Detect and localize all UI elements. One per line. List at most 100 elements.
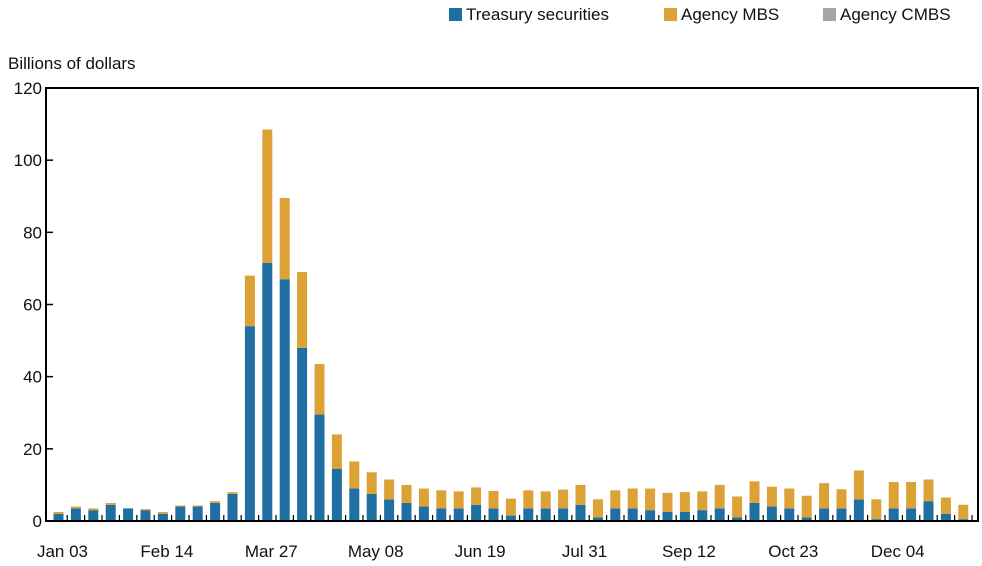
bar-segment-agency-mbs bbox=[923, 479, 934, 502]
bar-segment-treasury-securities bbox=[227, 493, 238, 521]
bar-segment-agency-mbs bbox=[366, 472, 377, 494]
x-tick-label: Jun 19 bbox=[455, 542, 506, 561]
bar-segment-agency-mbs bbox=[88, 508, 99, 511]
bar-segment-treasury-securities bbox=[157, 513, 168, 521]
bar-segment-agency-mbs bbox=[505, 498, 516, 516]
bar-segment-treasury-securities bbox=[679, 511, 690, 521]
bar-segment-treasury-securities bbox=[940, 513, 951, 521]
y-tick-label: 80 bbox=[23, 223, 42, 242]
bar-segment-treasury-securities bbox=[749, 502, 760, 521]
bar-segment-treasury-securities bbox=[714, 508, 725, 521]
bar-segment-agency-mbs bbox=[192, 505, 203, 507]
x-tick-label: Feb 14 bbox=[140, 542, 193, 561]
bar-segment-agency-mbs bbox=[540, 491, 551, 509]
bar-segment-agency-mbs bbox=[906, 482, 917, 509]
bar-segment-agency-mbs bbox=[784, 488, 795, 509]
bar-segment-agency-mbs bbox=[105, 502, 116, 505]
bar-segment-agency-mbs bbox=[53, 511, 64, 514]
bar-segment-treasury-securities bbox=[784, 508, 795, 521]
bar-segment-agency-mbs bbox=[297, 272, 308, 348]
bar-segment-agency-mbs bbox=[349, 461, 360, 489]
bar-segment-agency-mbs bbox=[766, 486, 777, 507]
bar-segment-treasury-securities bbox=[558, 508, 569, 521]
legend: Treasury securities Agency MBS Agency CM… bbox=[449, 5, 951, 24]
bar-segment-treasury-securities bbox=[349, 488, 360, 521]
bar-segment-treasury-securities bbox=[575, 504, 586, 521]
bar-segment-agency-mbs bbox=[749, 481, 760, 503]
bar-segment-treasury-securities bbox=[662, 511, 673, 521]
y-tick-label: 60 bbox=[23, 296, 42, 315]
bar-segment-treasury-securities bbox=[314, 414, 325, 521]
bar-segment-treasury-securities bbox=[105, 504, 116, 521]
x-tick-label: Mar 27 bbox=[245, 542, 298, 561]
bar-segment-agency-mbs bbox=[471, 487, 482, 505]
bar-segment-treasury-securities bbox=[297, 347, 308, 521]
bar-segment-agency-mbs bbox=[279, 198, 290, 280]
bar-segment-treasury-securities bbox=[505, 515, 516, 521]
bar-segment-agency-mbs bbox=[819, 483, 830, 509]
bar-segment-treasury-securities bbox=[453, 508, 464, 521]
plot-frame bbox=[45, 87, 979, 522]
bar-segment-agency-mbs bbox=[627, 488, 638, 509]
bar-segment-treasury-securities bbox=[906, 508, 917, 521]
bar-segment-treasury-securities bbox=[627, 508, 638, 521]
bar-segment-agency-mbs bbox=[401, 484, 412, 503]
bar-segment-agency-mbs bbox=[592, 499, 603, 518]
bar-segment-agency-mbs bbox=[888, 482, 899, 509]
bar-segment-treasury-securities bbox=[471, 504, 482, 521]
y-tick-label: 0 bbox=[33, 512, 42, 531]
bar-segment-agency-mbs bbox=[175, 505, 186, 507]
bar-segment-treasury-securities bbox=[923, 501, 934, 521]
bar-segment-treasury-securities bbox=[645, 510, 656, 521]
bar-segment-agency-mbs bbox=[436, 490, 447, 509]
bar-segment-treasury-securities bbox=[488, 508, 499, 521]
bar-segment-agency-mbs bbox=[314, 364, 325, 415]
x-tick-label: Sep 12 bbox=[662, 542, 716, 561]
bar-segment-treasury-securities bbox=[836, 508, 847, 521]
x-tick-label: May 08 bbox=[348, 542, 404, 561]
bar-segment-treasury-securities bbox=[610, 508, 621, 521]
bar-segment-treasury-securities bbox=[853, 499, 864, 521]
bar-segment-agency-mbs bbox=[662, 492, 673, 512]
bar-segment-treasury-securities bbox=[175, 506, 186, 521]
bar-segment-agency-mbs bbox=[244, 275, 255, 327]
bar-segment-agency-mbs bbox=[227, 492, 238, 494]
bar-segment-agency-mbs bbox=[558, 489, 569, 509]
bar-segment-treasury-securities bbox=[331, 468, 342, 521]
bar-segment-agency-mbs bbox=[384, 479, 395, 500]
bar-segment-treasury-securities bbox=[418, 506, 429, 521]
bar-segment-agency-mbs bbox=[958, 504, 969, 520]
legend-swatch-agency-mbs bbox=[664, 8, 677, 21]
bar-segment-agency-mbs bbox=[70, 506, 81, 509]
legend-label-treasury-securities: Treasury securities bbox=[466, 5, 609, 24]
bar-segment-treasury-securities bbox=[766, 506, 777, 521]
bar-segment-agency-mbs bbox=[853, 470, 864, 500]
bar-segment-agency-mbs bbox=[488, 491, 499, 509]
bar-segment-treasury-securities bbox=[401, 502, 412, 521]
bars bbox=[53, 129, 969, 521]
legend-label-agency-cmbs: Agency CMBS bbox=[840, 5, 951, 24]
bar-segment-agency-mbs bbox=[418, 488, 429, 507]
bar-segment-agency-mbs bbox=[610, 490, 621, 509]
bar-segment-treasury-securities bbox=[210, 502, 221, 521]
y-axis-ticks: 0 20 40 60 80 100 120 bbox=[14, 79, 53, 531]
bar-segment-treasury-securities bbox=[366, 493, 377, 521]
bar-segment-agency-mbs bbox=[697, 491, 708, 511]
x-tick-label: Oct 23 bbox=[768, 542, 818, 561]
bar-segment-treasury-securities bbox=[140, 510, 151, 521]
bar-segment-treasury-securities bbox=[732, 517, 743, 521]
bar-segment-treasury-securities bbox=[592, 517, 603, 521]
x-tick-label: Jul 31 bbox=[562, 542, 607, 561]
bar-segment-agency-mbs bbox=[523, 490, 534, 509]
bar-segment-agency-mbs bbox=[645, 488, 656, 511]
bar-segment-treasury-securities bbox=[123, 508, 134, 521]
bar-segment-treasury-securities bbox=[279, 279, 290, 521]
bar-segment-treasury-securities bbox=[192, 506, 203, 521]
y-tick-label: 120 bbox=[14, 79, 42, 98]
bar-segment-treasury-securities bbox=[801, 517, 812, 521]
legend-swatch-treasury-securities bbox=[449, 8, 462, 21]
bar-segment-agency-mbs bbox=[801, 495, 812, 518]
x-tick-label: Dec 04 bbox=[871, 542, 925, 561]
bar-segment-agency-mbs bbox=[836, 489, 847, 509]
